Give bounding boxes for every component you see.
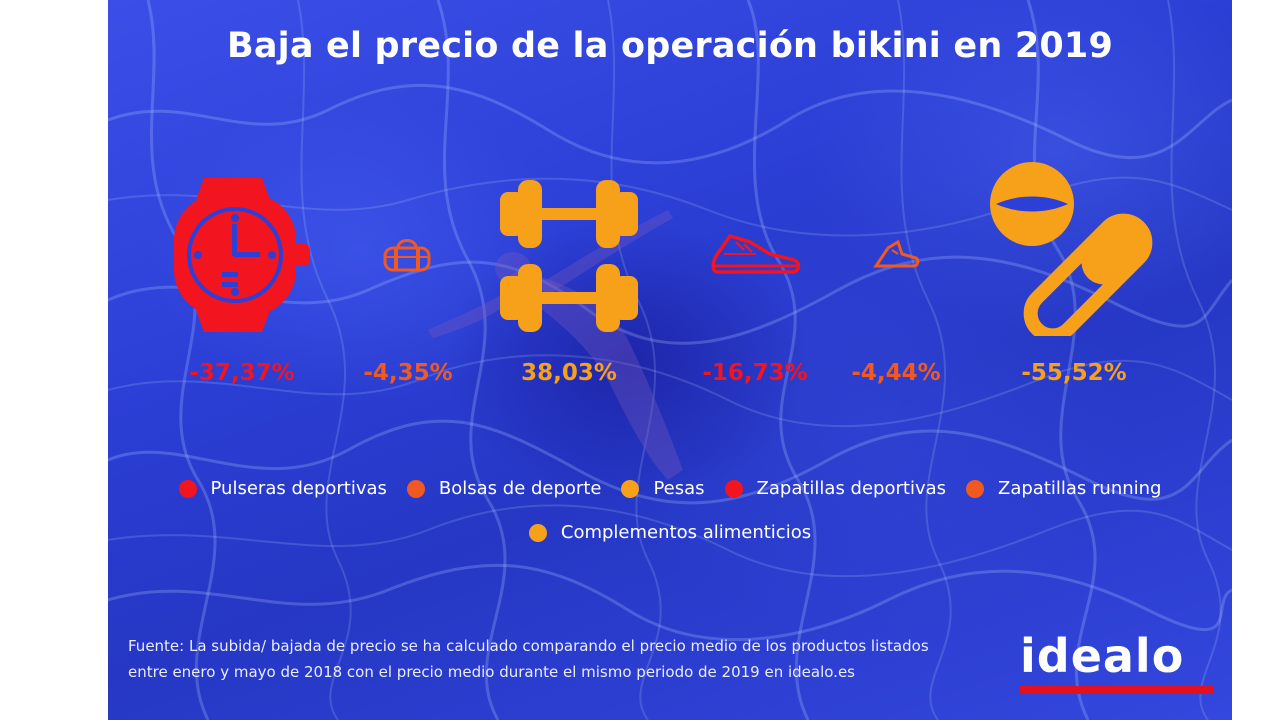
water-caustics-background [108,0,1232,720]
legend-item-zapatillas-deportivas: Zapatillas deportivas [724,478,947,499]
idealo-logo: idealo [1020,629,1185,683]
legend-label: Pulseras deportivas [210,478,387,499]
pill-icon [990,162,1153,336]
value-label-zapatillas-running: -4,44% [851,360,941,386]
legend-dot [724,479,743,498]
gym-bag-icon [383,239,431,272]
legend-item-pesas: Pesas [621,478,705,499]
legend-row-1: Pulseras deportivas Bolsas de deporte Pe… [108,478,1232,499]
legend-dot [178,479,197,498]
watch-icon [174,178,310,332]
dumbbell-icon [500,180,638,332]
legend-dot [406,479,425,498]
value-label-bolsas: -4,35% [363,360,453,386]
legend-dot [528,523,547,542]
sneaker-icon [711,233,801,274]
legend-item-complementos: Complementos alimenticios [528,522,812,543]
running-shoe-icon [873,239,920,268]
legend-label: Zapatillas running [998,478,1162,499]
source-note: Fuente: La subida/ bajada de precio se h… [128,637,929,681]
value-label-pulseras: -37,37% [189,360,295,386]
legend-label: Bolsas de deporte [438,478,602,499]
legend-label: Pesas [653,478,705,499]
value-label-pesas: 38,03% [521,360,617,386]
legend-label: Zapatillas deportivas [756,478,947,499]
legend-dot [621,479,640,498]
legend-label: Complementos alimenticios [560,522,812,543]
legend-row-2: Complementos alimenticios [108,522,1232,543]
value-label-zapatillas-deportivas: -16,73% [702,360,808,386]
legend-dot [966,479,985,498]
legend-item-bolsas: Bolsas de deporte [406,478,602,499]
legend-item-pulseras: Pulseras deportivas [178,478,387,499]
infographic-panel: Baja el precio de la operación bikini en… [108,0,1232,720]
logo-underline [1020,686,1214,694]
legend-item-zapatillas-running: Zapatillas running [966,478,1161,499]
chart-title: Baja el precio de la operación bikini en… [226,26,1114,66]
value-label-complementos: -55,52% [1021,360,1127,386]
